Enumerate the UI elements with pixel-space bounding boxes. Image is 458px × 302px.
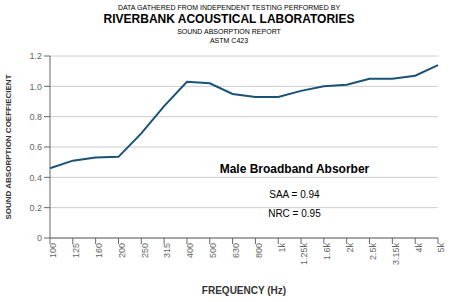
svg-text:125: 125 <box>71 243 81 258</box>
svg-text:2k: 2k <box>345 243 355 253</box>
html-text:NRC = 0.95: NRC = 0.95 <box>268 207 321 218</box>
svg-text:5k: 5k <box>436 243 446 253</box>
svg-text:1.0: 1.0 <box>29 82 42 92</box>
svg-text:0.6: 0.6 <box>29 142 42 152</box>
html-text:RIVERBANK ACOUSTICAL LABORATOR: RIVERBANK ACOUSTICAL LABORATORIES <box>103 12 355 26</box>
svg-text:1.2: 1.2 <box>29 51 42 61</box>
svg-text:0.2: 0.2 <box>29 203 42 213</box>
svg-text:630: 630 <box>231 243 241 258</box>
svg-text:0.4: 0.4 <box>29 173 42 183</box>
svg-text:800: 800 <box>254 243 264 258</box>
svg-text:160: 160 <box>94 243 104 258</box>
svg-text:3.15k: 3.15k <box>391 243 401 266</box>
html-text:DATA GATHERED FROM INDEPENDENT: DATA GATHERED FROM INDEPENDENT TESTING P… <box>117 4 341 11</box>
svg-text:FREQUENCY (Hz): FREQUENCY (Hz) <box>202 285 286 296</box>
svg-text:1k: 1k <box>277 243 287 253</box>
svg-text:500: 500 <box>208 243 218 258</box>
svg-text:1.25k: 1.25k <box>299 243 309 266</box>
html-text:Male Broadband Absorber: Male Broadband Absorber <box>219 161 370 176</box>
svg-text:0.8: 0.8 <box>29 112 42 122</box>
html-text:SAA = 0.94: SAA = 0.94 <box>269 188 320 200</box>
svg-text:100: 100 <box>48 243 58 258</box>
svg-text:315: 315 <box>163 243 173 258</box>
svg-text:1.6k: 1.6k <box>322 243 332 261</box>
svg-text:SOUND ABSORPTION COEFFIECIENT: SOUND ABSORPTION COEFFIECIENT <box>8 74 13 219</box>
svg-text:200: 200 <box>117 243 127 258</box>
svg-text:400: 400 <box>185 243 195 258</box>
svg-text:2.5k: 2.5k <box>368 243 378 261</box>
svg-text:250: 250 <box>140 243 150 258</box>
svg-text:0: 0 <box>37 233 42 243</box>
html-text:SOUND ABSORPTION REPORT: SOUND ABSORPTION REPORT <box>177 28 281 35</box>
html-text:ASTM C423: ASTM C423 <box>209 37 249 44</box>
svg-text:4k: 4k <box>414 243 424 253</box>
